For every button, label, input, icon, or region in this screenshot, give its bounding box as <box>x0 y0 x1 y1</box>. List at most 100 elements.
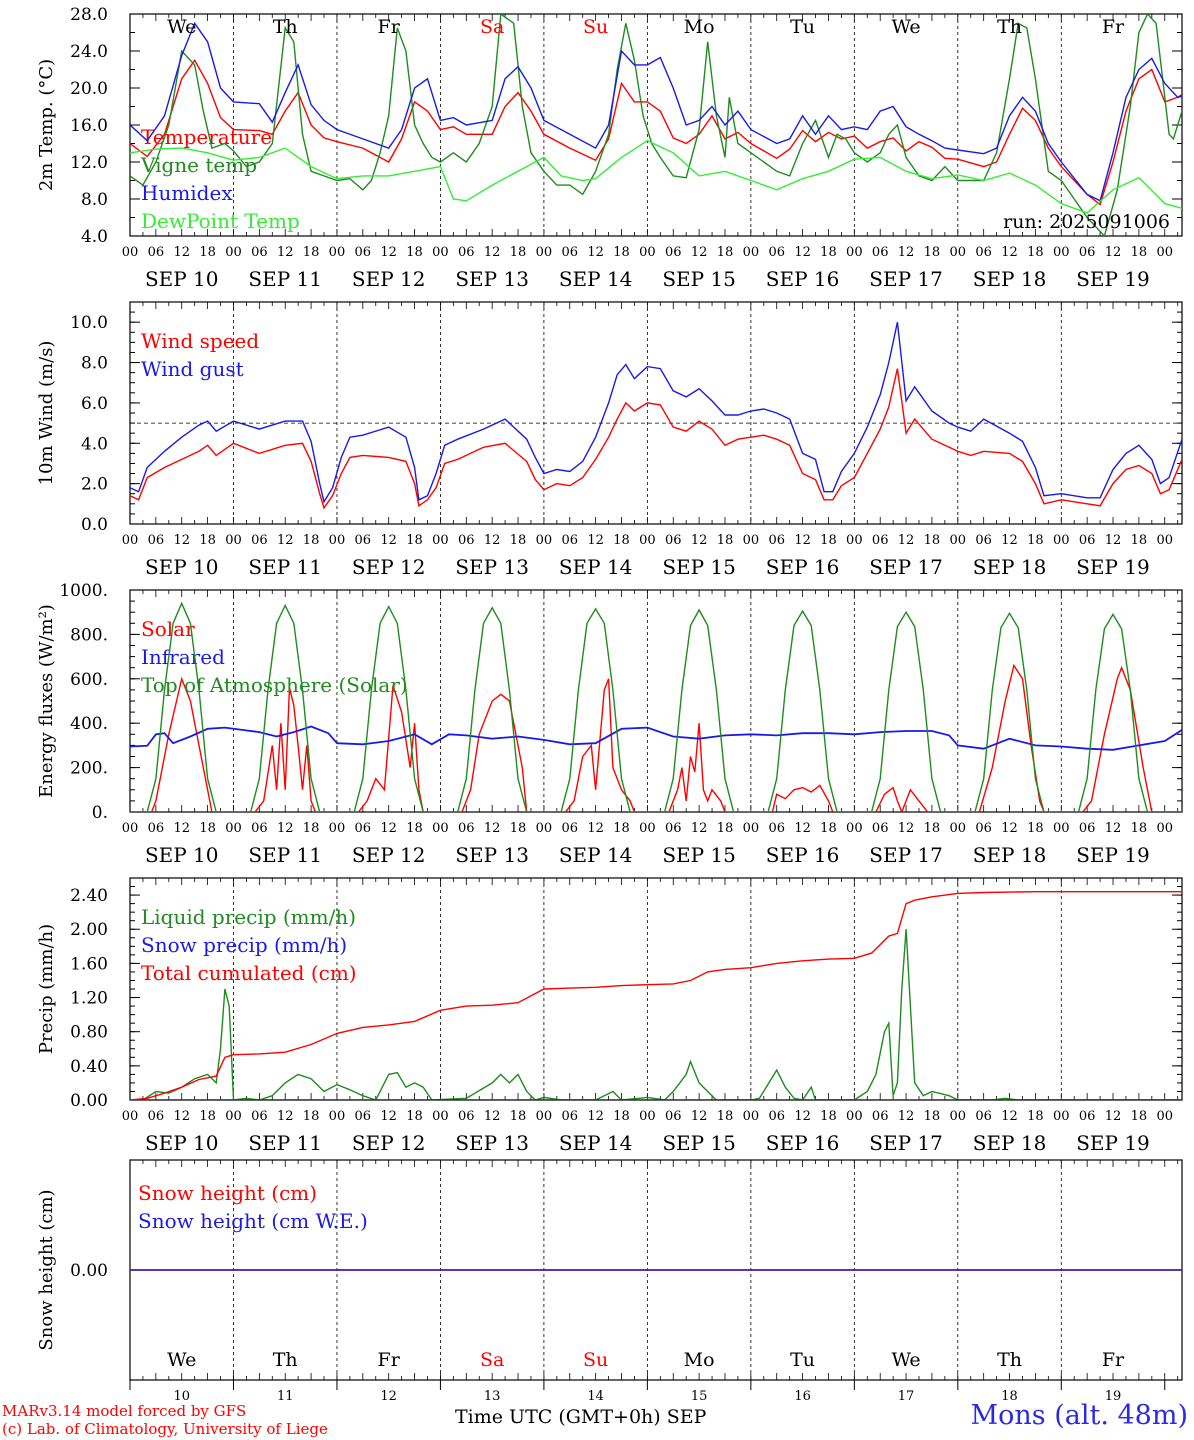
hour-tick-label: 00 <box>536 245 553 260</box>
date-label: SEP 19 <box>1076 1131 1150 1155</box>
hour-tick-label: 00 <box>329 1109 346 1124</box>
hour-tick-label: 18 <box>717 1109 734 1124</box>
date-label: SEP 17 <box>869 1131 943 1155</box>
hour-tick-label: 06 <box>872 533 889 548</box>
hour-tick-label: 06 <box>872 821 889 836</box>
hour-tick-label: 18 <box>717 821 734 836</box>
day-name-bottom: Sa <box>480 1349 504 1371</box>
hour-tick-label: 12 <box>1105 245 1122 260</box>
hour-tick-label: 00 <box>329 533 346 548</box>
y-tick-label: 0. <box>92 803 108 823</box>
day-number: 15 <box>691 1389 708 1404</box>
day-name-top: Su <box>583 16 608 38</box>
y-tick-label: 1.60 <box>70 954 108 974</box>
hour-tick-label: 12 <box>794 533 811 548</box>
plot-frame <box>129 301 1183 525</box>
y-tick-label: 28.0 <box>70 5 108 25</box>
hour-tick-label: 12 <box>380 821 397 836</box>
date-label: SEP 17 <box>869 555 943 579</box>
y-tick-label: 0.0 <box>81 515 108 535</box>
y-axis-label: Snow height (cm) <box>36 1189 57 1350</box>
day-name-bottom: Su <box>583 1349 608 1371</box>
hour-tick-label: 18 <box>1027 821 1044 836</box>
y-tick-label: 400. <box>70 714 108 734</box>
y-axis-label: Precip (mm/h) <box>36 924 57 1054</box>
hour-tick-label: 18 <box>820 533 837 548</box>
hour-tick-label: 06 <box>872 1109 889 1124</box>
day-number: 13 <box>484 1389 501 1404</box>
legend-entry: Infrared <box>141 645 225 669</box>
hour-tick-label: 06 <box>665 821 682 836</box>
y-tick-label: 6.0 <box>81 394 108 414</box>
date-label: SEP 12 <box>352 843 426 867</box>
date-label: SEP 12 <box>352 267 426 291</box>
hour-tick-label: 00 <box>536 533 553 548</box>
legend-entry: Wind speed <box>141 329 259 353</box>
hour-tick-label: 12 <box>484 821 501 836</box>
hour-tick-label: 18 <box>1027 245 1044 260</box>
hour-tick-label: 00 <box>122 1109 139 1124</box>
hour-tick-label: 06 <box>458 533 475 548</box>
date-label: SEP 15 <box>662 267 736 291</box>
hour-tick-label: 12 <box>898 533 915 548</box>
legend-entry: Temperature <box>141 125 272 149</box>
hour-tick-label: 00 <box>225 1109 242 1124</box>
legend-entry: DewPoint Temp <box>141 209 300 233</box>
hour-tick-label: 00 <box>432 245 449 260</box>
hour-tick-label: 12 <box>587 1109 604 1124</box>
y-tick-label: 20.0 <box>70 79 108 99</box>
day-name-bottom: Th <box>997 1349 1022 1371</box>
hour-tick-label: 00 <box>743 821 760 836</box>
hour-tick-label: 18 <box>1131 821 1148 836</box>
y-tick-label: 2.40 <box>70 886 108 906</box>
series-line-1 <box>130 368 1182 510</box>
hour-tick-label: 06 <box>148 245 165 260</box>
hour-tick-label: 12 <box>794 245 811 260</box>
hour-tick-label: 12 <box>173 821 190 836</box>
day-name-top: Th <box>273 16 298 38</box>
day-name-top: Fr <box>378 16 401 38</box>
date-label: SEP 14 <box>559 1131 633 1155</box>
hour-tick-label: 00 <box>122 245 139 260</box>
day-number: 14 <box>587 1389 604 1404</box>
hour-tick-label: 00 <box>432 1109 449 1124</box>
hour-tick-label: 12 <box>898 821 915 836</box>
hour-tick-label: 06 <box>251 821 268 836</box>
y-tick-label: 8.0 <box>81 190 108 210</box>
hour-tick-label: 12 <box>380 1109 397 1124</box>
series-line-2 <box>130 322 1182 504</box>
hour-tick-label: 00 <box>639 1109 656 1124</box>
hour-tick-label: 00 <box>639 245 656 260</box>
credit-line-2: (c) Lab. of Climatology, University of L… <box>2 1420 328 1438</box>
hour-tick-label: 18 <box>1131 245 1148 260</box>
hour-tick-label: 00 <box>225 821 242 836</box>
date-label: SEP 18 <box>973 843 1047 867</box>
hour-tick-label: 18 <box>613 533 630 548</box>
date-label: SEP 16 <box>766 267 840 291</box>
legend-entry: Wind gust <box>141 357 244 381</box>
hour-tick-label: 06 <box>561 245 578 260</box>
day-number: 16 <box>794 1389 811 1404</box>
hour-tick-label: 06 <box>458 1109 475 1124</box>
date-label: SEP 17 <box>869 843 943 867</box>
hour-tick-label: 18 <box>406 533 423 548</box>
date-label: SEP 10 <box>145 267 219 291</box>
date-label: SEP 15 <box>662 1131 736 1155</box>
day-number: 10 <box>173 1389 190 1404</box>
hour-tick-label: 06 <box>561 533 578 548</box>
hour-tick-label: 06 <box>148 821 165 836</box>
hour-tick-label: 00 <box>122 533 139 548</box>
y-axis-label: Energy fluxes (W/m²) <box>36 604 57 798</box>
hour-tick-label: 12 <box>277 533 294 548</box>
date-label: SEP 16 <box>766 555 840 579</box>
y-axis-label: 10m Wind (m/s) <box>36 341 57 486</box>
hour-tick-label: 00 <box>225 245 242 260</box>
y-tick-label: 1.20 <box>70 989 108 1009</box>
hour-tick-label: 00 <box>950 245 967 260</box>
date-label: SEP 13 <box>455 267 529 291</box>
hour-tick-label: 00 <box>432 821 449 836</box>
day-name-top: Mo <box>684 16 715 38</box>
hour-tick-label: 00 <box>122 821 139 836</box>
hour-tick-label: 12 <box>691 821 708 836</box>
hour-tick-label: 06 <box>458 245 475 260</box>
